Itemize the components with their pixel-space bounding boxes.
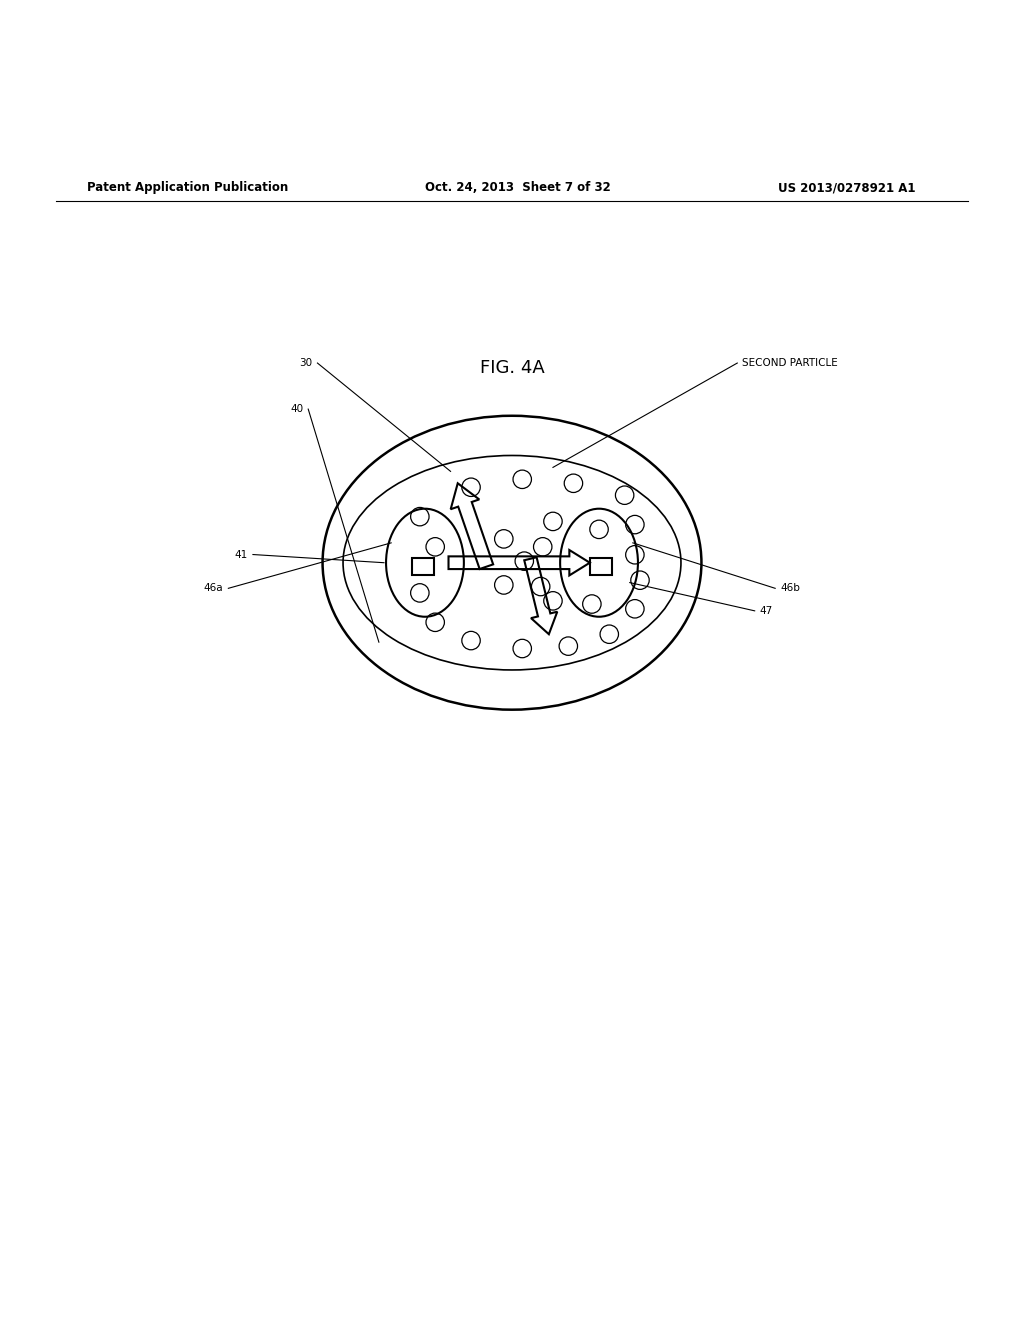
Text: 46a: 46a <box>204 583 223 593</box>
Text: 47: 47 <box>760 606 773 616</box>
Bar <box>412 558 434 576</box>
Text: US 2013/0278921 A1: US 2013/0278921 A1 <box>778 181 915 194</box>
Text: SECOND PARTICLE: SECOND PARTICLE <box>742 358 839 368</box>
Text: 41: 41 <box>234 549 248 560</box>
Text: 40: 40 <box>290 404 303 414</box>
Text: Patent Application Publication: Patent Application Publication <box>87 181 289 194</box>
Bar <box>590 558 612 576</box>
Text: 30: 30 <box>299 358 312 368</box>
Text: FIG. 4A: FIG. 4A <box>479 359 545 378</box>
Text: 46b: 46b <box>780 583 800 593</box>
Text: Oct. 24, 2013  Sheet 7 of 32: Oct. 24, 2013 Sheet 7 of 32 <box>425 181 610 194</box>
